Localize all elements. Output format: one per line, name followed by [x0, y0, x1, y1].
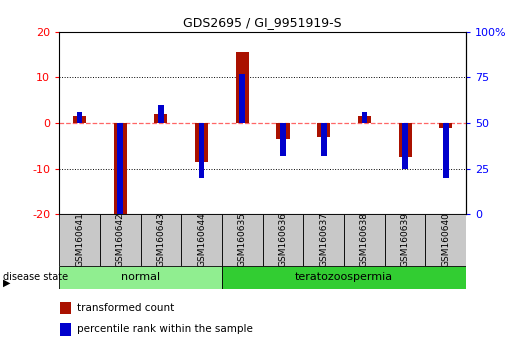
- Text: GSM160642: GSM160642: [116, 212, 125, 267]
- Text: GSM160635: GSM160635: [238, 212, 247, 267]
- Bar: [239, 74, 245, 123]
- Bar: [358, 116, 371, 123]
- Bar: [280, 123, 286, 156]
- Bar: [402, 123, 408, 169]
- Bar: [236, 52, 249, 123]
- Bar: [385, 214, 425, 266]
- Bar: [344, 214, 385, 266]
- Bar: [59, 266, 222, 289]
- Bar: [60, 323, 71, 336]
- Bar: [100, 214, 141, 266]
- Bar: [439, 123, 452, 127]
- Bar: [60, 302, 71, 314]
- Text: percentile rank within the sample: percentile rank within the sample: [77, 324, 253, 334]
- Bar: [117, 123, 123, 214]
- Bar: [277, 123, 289, 139]
- Text: normal: normal: [121, 272, 160, 282]
- Title: GDS2695 / GI_9951919-S: GDS2695 / GI_9951919-S: [183, 16, 342, 29]
- Bar: [154, 114, 167, 123]
- Text: GSM160640: GSM160640: [441, 212, 450, 267]
- Text: GSM160643: GSM160643: [157, 212, 165, 267]
- Text: ▶: ▶: [3, 278, 10, 288]
- Bar: [317, 123, 330, 137]
- Bar: [59, 214, 100, 266]
- Bar: [195, 123, 208, 162]
- Text: GSM160639: GSM160639: [401, 212, 409, 267]
- Text: teratozoospermia: teratozoospermia: [295, 272, 393, 282]
- Bar: [181, 214, 222, 266]
- Text: transformed count: transformed count: [77, 303, 174, 313]
- Bar: [222, 266, 466, 289]
- Bar: [321, 123, 327, 156]
- Text: GSM160637: GSM160637: [319, 212, 328, 267]
- Bar: [158, 105, 164, 123]
- Text: GSM160636: GSM160636: [279, 212, 287, 267]
- Bar: [362, 112, 367, 123]
- Bar: [303, 214, 344, 266]
- Bar: [443, 123, 449, 178]
- Text: GSM160638: GSM160638: [360, 212, 369, 267]
- Text: disease state: disease state: [3, 272, 67, 282]
- Bar: [199, 123, 204, 178]
- Bar: [399, 123, 411, 157]
- Bar: [141, 214, 181, 266]
- Bar: [73, 116, 86, 123]
- Text: GSM160644: GSM160644: [197, 212, 206, 267]
- Bar: [222, 214, 263, 266]
- Bar: [263, 214, 303, 266]
- Text: GSM160641: GSM160641: [75, 212, 84, 267]
- Bar: [425, 214, 466, 266]
- Bar: [77, 112, 82, 123]
- Bar: [114, 123, 127, 216]
